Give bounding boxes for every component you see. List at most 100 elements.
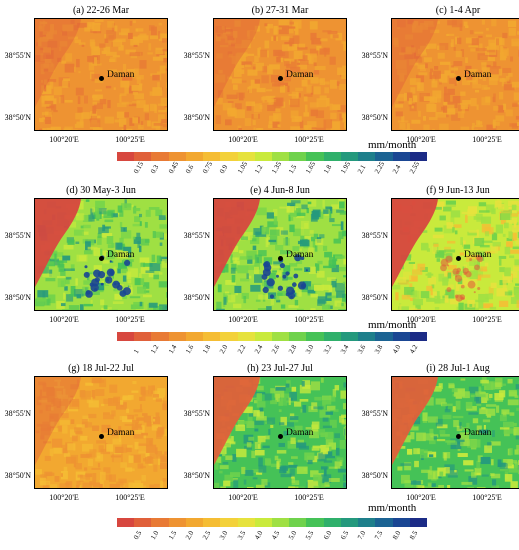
colorbar-tick-label: 0.15 xyxy=(132,160,146,175)
colorbar-tick-label: 5.5 xyxy=(304,529,316,541)
colorbar-segment xyxy=(134,152,152,161)
colorbar-segment xyxy=(358,152,376,161)
colorbar-tick-label: 2.0 xyxy=(218,343,230,355)
colorbar-tick-label: 2.55 xyxy=(407,160,421,175)
map-raster xyxy=(34,376,168,489)
colorbar-segment xyxy=(168,332,187,341)
latitude-label: 38°50'N xyxy=(183,293,210,302)
colorbar-segment xyxy=(409,332,428,341)
colorbar-segment xyxy=(340,332,359,341)
colorbar-tick-label: 4.0 xyxy=(252,529,265,541)
longitude-label: 100°25'E xyxy=(472,493,502,502)
latitude-label: 38°55'N xyxy=(4,231,31,240)
colorbar-segment xyxy=(375,152,394,161)
colorbar-tick-label: 7.5 xyxy=(373,529,385,541)
colorbar-segment xyxy=(237,332,256,341)
panel-title: (d) 30 May-3 Jun xyxy=(66,185,136,196)
colorbar-tick-label: 0.75 xyxy=(201,160,215,175)
colorbar-segment xyxy=(272,518,290,527)
longitude-label: 100°25'E xyxy=(294,135,324,144)
panel-title: (i) 28 Jul-1 Aug xyxy=(426,363,490,374)
colorbar-tick-label: 1.8 xyxy=(201,343,213,355)
colorbar-tick-label: 0.5 xyxy=(132,529,144,541)
colorbar-unit: mm/month xyxy=(368,139,417,151)
colorbar-segment xyxy=(168,518,187,527)
colorbar-segment xyxy=(392,518,411,527)
colorbar-segment xyxy=(254,332,273,341)
colorbar-tick-label: 2.6 xyxy=(270,343,282,355)
latitude-label: 38°50'N xyxy=(4,293,31,302)
station-label: Daman xyxy=(107,70,135,80)
colorbar-tick-label: 3.0 xyxy=(218,529,230,541)
colorbar-tick-label: 2.8 xyxy=(287,343,299,355)
colorbar-tick-label: 1.0 xyxy=(149,529,161,541)
colorbar xyxy=(117,332,428,341)
colorbar-tick-label: 1.65 xyxy=(304,160,318,175)
colorbar-segment xyxy=(117,332,135,341)
longitude-label: 100°25'E xyxy=(115,135,145,144)
colorbar-segment xyxy=(168,152,187,161)
latitude-label: 38°55'N xyxy=(361,231,388,240)
longitude-label: 100°20'E xyxy=(49,135,79,144)
colorbar-tick-label: 1.2 xyxy=(252,163,265,175)
colorbar-tick-label: 3.4 xyxy=(338,343,351,355)
colorbar-segment xyxy=(375,332,394,341)
colorbar-tick-label: 1.6 xyxy=(183,343,196,355)
colorbar-segment xyxy=(134,332,152,341)
colorbar-tick-label: 1.95 xyxy=(338,160,352,175)
colorbar-segment xyxy=(323,152,342,161)
station-marker xyxy=(278,434,283,439)
colorbar-tick-label: 2.2 xyxy=(235,343,247,355)
colorbar-tick-label: 0.6 xyxy=(183,163,196,175)
colorbar-tick-label: 2.1 xyxy=(356,163,368,175)
colorbar-tick-label: 4.0 xyxy=(390,343,402,355)
longitude-label: 100°25'E xyxy=(472,315,502,324)
colorbar-segment xyxy=(340,518,359,527)
colorbar-segment xyxy=(151,152,170,161)
colorbar-segment xyxy=(237,152,256,161)
colorbar-tick-label: 0.3 xyxy=(149,163,161,175)
latitude-label: 38°55'N xyxy=(183,231,210,240)
colorbar-tick-label: 6.0 xyxy=(321,529,333,541)
panel-title: (g) 18 Jul-22 Jul xyxy=(68,363,134,374)
colorbar-segment xyxy=(306,518,325,527)
colorbar-tick-label: 5.0 xyxy=(287,529,299,541)
station-marker xyxy=(99,434,104,439)
colorbar-segment xyxy=(151,332,170,341)
map-raster xyxy=(391,376,519,489)
latitude-label: 38°55'N xyxy=(183,409,210,418)
colorbar-tick-label: 2.5 xyxy=(201,529,213,541)
colorbar-segment xyxy=(151,518,170,527)
colorbar xyxy=(117,518,428,527)
colorbar-tick-label: 2.25 xyxy=(373,160,387,175)
map-raster xyxy=(391,198,519,311)
colorbar-segment xyxy=(323,518,342,527)
station-label: Daman xyxy=(286,428,314,438)
longitude-label: 100°20'E xyxy=(49,493,79,502)
colorbar-tick-label: 1.4 xyxy=(166,343,178,355)
latitude-label: 38°50'N xyxy=(183,471,210,480)
colorbar-segment xyxy=(409,152,428,161)
station-label: Daman xyxy=(107,250,135,260)
longitude-label: 100°20'E xyxy=(406,493,436,502)
station-marker xyxy=(456,434,461,439)
colorbar-segment xyxy=(117,518,135,527)
latitude-label: 38°55'N xyxy=(4,51,31,60)
longitude-label: 100°20'E xyxy=(406,315,436,324)
colorbar-segment xyxy=(220,152,239,161)
colorbar-segment xyxy=(117,152,135,161)
colorbar xyxy=(117,152,428,161)
colorbar-tick-label: 8.5 xyxy=(407,529,420,541)
map-raster xyxy=(213,198,347,311)
colorbar-tick-label: 2.0 xyxy=(183,529,196,541)
station-label: Daman xyxy=(464,428,492,438)
colorbar-segment xyxy=(185,518,204,527)
colorbar-segment xyxy=(272,152,290,161)
colorbar-tick-label: 1.05 xyxy=(235,160,249,175)
colorbar-tick-label: 3.5 xyxy=(235,529,247,541)
colorbar-tick-label: 1.5 xyxy=(166,529,178,541)
colorbar-segment xyxy=(134,518,152,527)
colorbar-tick-label: 4.2 xyxy=(407,343,420,355)
latitude-label: 38°55'N xyxy=(361,51,388,60)
panel-title: (h) 23 Jul-27 Jul xyxy=(247,363,313,374)
